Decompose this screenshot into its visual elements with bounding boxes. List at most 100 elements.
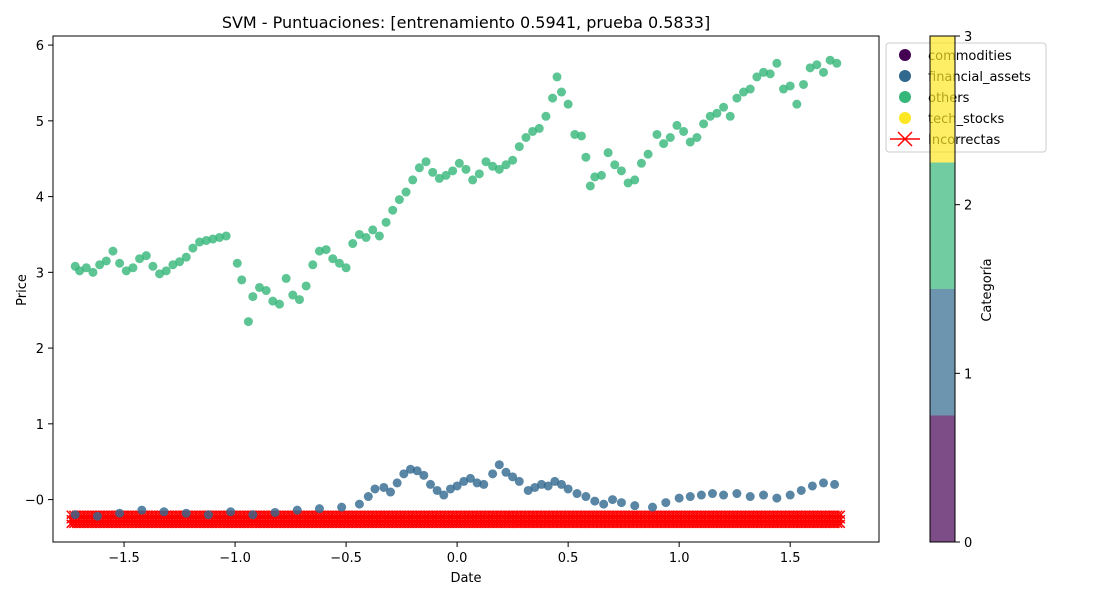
- x-tick-label: −1.0: [219, 551, 251, 566]
- point-others: [818, 67, 828, 77]
- y-axis-ticks: −0 1 2 3 4 5 6: [25, 39, 53, 509]
- point-others: [508, 155, 518, 165]
- point-others: [732, 93, 742, 103]
- point-others: [274, 299, 284, 309]
- point-others: [243, 317, 253, 327]
- point-others: [161, 266, 171, 276]
- colorbar-label: Categoría: [980, 258, 995, 321]
- point-others: [248, 292, 258, 302]
- point-others: [745, 84, 755, 94]
- point-others: [368, 225, 378, 235]
- point-financial_assets: [226, 507, 236, 517]
- point-others: [785, 81, 795, 91]
- point-others: [752, 72, 762, 82]
- point-financial_assets: [501, 467, 511, 477]
- point-others: [221, 231, 231, 241]
- point-financial_assets: [674, 493, 684, 503]
- point-others: [232, 258, 242, 268]
- y-tick-label: 5: [36, 115, 44, 130]
- point-others: [659, 139, 669, 149]
- point-financial_assets: [772, 493, 782, 503]
- x-tick-label: 0.5: [558, 551, 579, 566]
- colorbar-segment: [930, 289, 955, 416]
- point-others: [692, 133, 702, 143]
- colorbar-segment: [930, 162, 955, 289]
- point-others: [699, 119, 709, 129]
- point-others: [141, 251, 151, 261]
- point-others: [421, 157, 431, 167]
- point-others: [281, 273, 291, 283]
- x-axis-ticks: −1.5 −1.0 −0.5 0.0 0.5 1.0 1.5: [108, 542, 801, 566]
- point-others: [115, 258, 125, 268]
- point-others: [719, 102, 729, 112]
- point-financial_assets: [465, 473, 475, 483]
- point-others: [188, 243, 198, 253]
- point-others: [301, 281, 311, 291]
- plot-area: −1.5 −1.0 −0.5 0.0 0.5 1.0 1.5 −0 1 2 3 4 5 6: [25, 35, 880, 566]
- colorbar-tick-label: 3: [964, 30, 972, 45]
- point-financial_assets: [159, 507, 169, 517]
- point-financial_assets: [181, 508, 191, 518]
- point-others: [294, 295, 304, 305]
- y-tick-label: 1: [36, 418, 44, 433]
- point-others: [581, 152, 591, 162]
- point-financial_assets: [412, 466, 422, 476]
- point-financial_assets: [314, 504, 324, 514]
- point-others: [610, 160, 620, 170]
- point-others: [481, 157, 491, 167]
- point-financial_assets: [270, 507, 280, 517]
- point-financial_assets: [488, 469, 498, 479]
- point-others: [381, 217, 391, 227]
- point-financial_assets: [439, 490, 449, 500]
- point-financial_assets: [508, 472, 518, 482]
- incorrect-marker: [836, 510, 846, 520]
- point-financial_assets: [363, 492, 373, 502]
- colorbar-tick-label: 0: [964, 536, 972, 551]
- point-financial_assets: [745, 492, 755, 502]
- point-others: [585, 181, 595, 191]
- point-financial_assets: [494, 460, 504, 470]
- point-others: [548, 93, 558, 103]
- point-others: [672, 120, 682, 130]
- point-financial_assets: [630, 501, 640, 511]
- point-others: [799, 79, 809, 89]
- point-financial_assets: [337, 502, 347, 512]
- incorrect-marker: [833, 510, 843, 520]
- point-others: [494, 164, 504, 174]
- point-financial_assets: [707, 489, 717, 499]
- y-axis-label: Price: [15, 274, 30, 306]
- x-axis-label: Date: [450, 571, 481, 586]
- point-financial_assets: [514, 476, 524, 486]
- point-others: [832, 58, 842, 68]
- point-others: [563, 99, 573, 109]
- point-others: [812, 60, 822, 70]
- point-others: [95, 260, 105, 270]
- point-others: [596, 170, 606, 180]
- point-others: [175, 257, 185, 267]
- point-financial_assets: [292, 505, 302, 515]
- y-tick-label: 6: [36, 39, 44, 54]
- legend-marker: [899, 70, 911, 82]
- point-financial_assets: [137, 505, 147, 515]
- point-others: [308, 260, 318, 270]
- colorbar-tick-label: 2: [964, 199, 972, 214]
- point-others: [552, 72, 562, 82]
- point-others: [361, 232, 371, 242]
- point-financial_assets: [479, 479, 489, 489]
- point-financial_assets: [648, 502, 658, 512]
- point-others: [394, 195, 404, 205]
- point-others: [474, 169, 484, 179]
- y-tick-label: 2: [36, 342, 44, 357]
- legend: commoditiesfinancial_assetsotherstech_st…: [885, 42, 1047, 153]
- x-tick-label: 1.5: [780, 551, 801, 566]
- point-financial_assets: [386, 487, 396, 497]
- point-financial_assets: [719, 490, 729, 500]
- y-tick-label: 3: [36, 266, 44, 281]
- point-others: [448, 166, 458, 176]
- point-financial_assets: [818, 478, 828, 488]
- point-financial_assets: [432, 485, 442, 495]
- x-tick-label: −0.5: [330, 551, 362, 566]
- point-others: [388, 205, 398, 215]
- legend-marker: [899, 112, 911, 124]
